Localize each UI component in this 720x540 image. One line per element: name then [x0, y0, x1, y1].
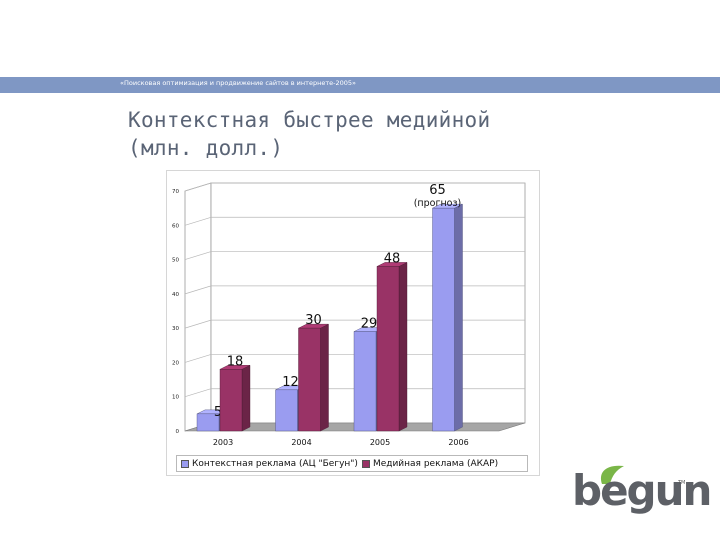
chart-side-wall [184, 182, 212, 432]
logo-text: begun [572, 466, 712, 515]
slide-title: Контекстная быстрее медийной (млн. долл.… [128, 106, 648, 162]
data-label: 30 [305, 313, 322, 328]
bar [376, 266, 400, 432]
legend-label-context: Контекстная реклама (АЦ "Бегун") [192, 458, 358, 469]
gridline-side [184, 251, 212, 260]
bar [432, 207, 455, 432]
gridline-side [184, 388, 212, 398]
y-tick-label: 20 [172, 360, 179, 366]
legend-item-context: Контекстная реклама (АЦ "Бегун") [181, 459, 358, 469]
gridline-side [184, 285, 212, 295]
legend-swatch-media [361, 459, 370, 468]
y-tick-label: 0 [176, 429, 180, 435]
chart-legend: Контекстная реклама (АЦ "Бегун") Медийна… [176, 455, 528, 472]
x-tick-label: 2003 [213, 438, 233, 447]
bar-side [454, 203, 463, 432]
bar [219, 369, 243, 432]
bar-side [241, 364, 251, 432]
gridline-side [184, 319, 212, 329]
header-bar [0, 77, 720, 93]
bar-chart: 0 10 20 30 40 50 60 70 5 18 2003 12 30 2004 29 48 2005 65… [172, 182, 526, 447]
gridline-side [184, 354, 212, 363]
bar [353, 331, 377, 432]
bar [298, 327, 321, 432]
begun-logo: begun TM [566, 462, 712, 518]
gridline-side [184, 182, 212, 192]
y-tick-label: 40 [172, 292, 179, 298]
y-tick-label: 10 [172, 395, 179, 401]
bar-side [320, 323, 329, 432]
y-tick-label: 60 [172, 223, 179, 229]
x-tick-label: 2006 [448, 438, 468, 447]
legend-swatch-context [181, 459, 189, 468]
data-label: 48 [384, 251, 401, 266]
data-label: 18 [227, 354, 244, 369]
data-label: 29 [361, 317, 378, 332]
logo-tm: TM [678, 480, 686, 486]
legend-label-media: Медийная реклама (АКАР) [372, 458, 499, 469]
gridline-side [184, 216, 212, 226]
y-tick-label: 70 [172, 189, 179, 195]
y-tick-label: 50 [172, 258, 179, 264]
header-text: «Поисковая оптимизация и продвижение сай… [120, 79, 356, 87]
y-tick-label: 30 [172, 326, 179, 332]
bar [196, 413, 220, 432]
leaf-icon [600, 465, 624, 484]
bar [275, 389, 298, 432]
chart-frame: 0 10 20 30 40 50 60 70 5 18 2003 12 30 2004 29 48 2005 65… [166, 170, 540, 476]
legend-item-media: Медийная реклама (АКАР) [361, 458, 499, 469]
top-blank-band [0, 0, 720, 76]
data-label: 65 [429, 183, 446, 198]
data-label: 12 [282, 375, 299, 390]
x-tick-label: 2004 [291, 438, 311, 447]
annotation-label: (прогноз) [414, 198, 462, 209]
slide-title-line1: Контекстная быстрее медийной [128, 108, 491, 132]
bar-side [398, 262, 408, 432]
slide-title-line2: (млн. долл.) [128, 136, 284, 160]
data-label: 5 [214, 405, 222, 420]
x-tick-label: 2005 [370, 438, 390, 447]
